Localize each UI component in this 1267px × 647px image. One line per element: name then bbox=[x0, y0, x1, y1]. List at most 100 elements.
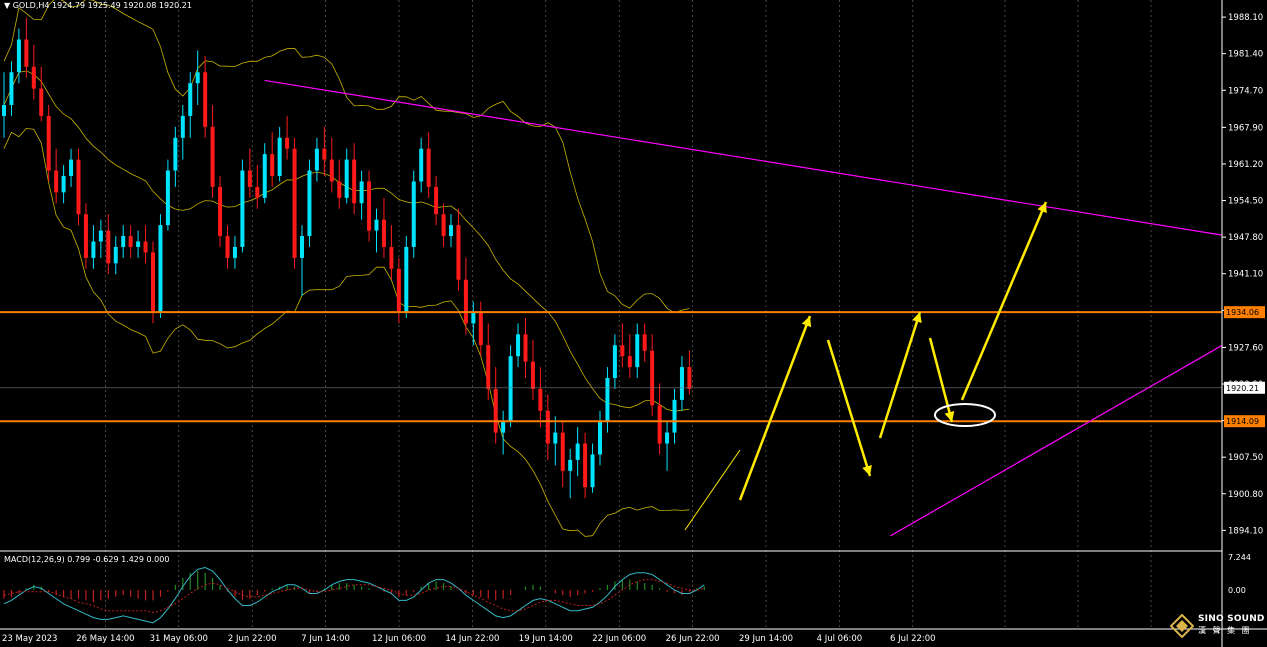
candle bbox=[195, 50, 200, 106]
candle-body bbox=[329, 159, 334, 182]
price-tick-label: 1947.80 bbox=[1228, 233, 1263, 243]
candle bbox=[337, 159, 342, 209]
candle-body bbox=[277, 137, 282, 176]
candle-body bbox=[262, 154, 267, 198]
candle-body bbox=[612, 345, 617, 379]
candle-body bbox=[657, 405, 662, 444]
candle bbox=[54, 148, 59, 204]
candle-body bbox=[374, 219, 379, 231]
candle bbox=[16, 28, 21, 84]
candle-body bbox=[381, 219, 386, 247]
candle-body bbox=[69, 159, 74, 176]
candle bbox=[426, 132, 431, 198]
candle-body bbox=[486, 345, 491, 389]
candle bbox=[545, 394, 550, 460]
candle-body bbox=[240, 170, 245, 247]
candle-body bbox=[225, 236, 230, 258]
candle bbox=[605, 367, 610, 433]
price-tick-label: 1927.60 bbox=[1228, 343, 1263, 353]
level-tag bbox=[1224, 306, 1265, 319]
macd-signal-line bbox=[3, 579, 705, 614]
current-price-label: 1920.21 bbox=[1226, 384, 1259, 393]
candle bbox=[300, 225, 304, 297]
candle bbox=[374, 208, 379, 253]
candle-body bbox=[583, 443, 588, 488]
time-label: 31 May 06:00 bbox=[150, 634, 208, 644]
candle bbox=[292, 137, 297, 269]
candle bbox=[91, 225, 96, 269]
candle bbox=[240, 159, 245, 253]
price-tick-label: 1974.70 bbox=[1228, 86, 1263, 96]
candle bbox=[501, 410, 506, 455]
time-label: 6 Jul 22:00 bbox=[890, 634, 936, 644]
macd-panel bbox=[3, 566, 705, 624]
candle bbox=[255, 165, 260, 209]
candle bbox=[180, 105, 185, 160]
candle-body bbox=[255, 186, 260, 198]
candle-body bbox=[300, 236, 304, 258]
candle-body bbox=[620, 345, 625, 357]
candle-body bbox=[247, 170, 252, 187]
candle-body bbox=[560, 432, 565, 471]
candle-body bbox=[635, 334, 640, 368]
symbol-label: GOLD,H4 bbox=[12, 1, 50, 10]
candle-body bbox=[538, 388, 543, 411]
candle-body bbox=[359, 181, 364, 204]
price-tick-label: 1907.50 bbox=[1228, 453, 1263, 463]
price-tick-label: 1941.10 bbox=[1228, 270, 1263, 280]
candle-body bbox=[523, 334, 528, 362]
candle-body bbox=[642, 334, 647, 351]
candle bbox=[247, 148, 252, 198]
candle-body bbox=[568, 459, 573, 471]
level-tag-label: 1934.06 bbox=[1226, 308, 1259, 317]
candle bbox=[627, 334, 632, 379]
candle-body bbox=[419, 148, 424, 182]
candle bbox=[329, 137, 334, 193]
candle bbox=[98, 219, 103, 258]
level-tag-label: 1914.09 bbox=[1226, 417, 1259, 426]
candle-body bbox=[508, 356, 513, 422]
candle bbox=[434, 175, 439, 226]
candle bbox=[687, 350, 692, 395]
candle bbox=[463, 257, 468, 335]
candle-body bbox=[404, 246, 409, 313]
candle-body bbox=[322, 148, 327, 160]
candle-body bbox=[426, 148, 431, 187]
candle bbox=[553, 416, 558, 466]
candle bbox=[76, 148, 81, 226]
candle-body bbox=[121, 236, 126, 247]
candle-body bbox=[501, 421, 506, 433]
candle bbox=[620, 323, 625, 368]
candle bbox=[560, 421, 565, 488]
candle-body bbox=[165, 170, 170, 226]
candle bbox=[396, 257, 401, 324]
ohlc-values: 1924.79 1925.49 1920.08 1920.21 bbox=[52, 1, 192, 10]
time-label: 26 Jun 22:00 bbox=[666, 634, 720, 644]
projection-arrows bbox=[684, 201, 1048, 531]
drawn-lines bbox=[0, 79, 1223, 537]
candle bbox=[262, 143, 267, 204]
candle-body bbox=[31, 66, 36, 89]
candle bbox=[516, 323, 521, 368]
up-arrow-2-head bbox=[912, 312, 922, 324]
time-label: 14 Jun 22:00 bbox=[445, 634, 499, 644]
candle bbox=[352, 143, 357, 215]
candle-body bbox=[434, 186, 439, 215]
candle bbox=[39, 66, 44, 122]
candle bbox=[128, 225, 133, 258]
candle bbox=[441, 203, 446, 247]
bb-lower bbox=[3, 127, 690, 537]
candle bbox=[173, 126, 178, 187]
down-arrow-2 bbox=[928, 337, 954, 423]
candle bbox=[2, 72, 6, 138]
candle bbox=[285, 115, 290, 160]
candle-body bbox=[232, 246, 237, 258]
candle-body bbox=[195, 72, 200, 84]
dropdown-triangle-icon[interactable]: ▼ bbox=[4, 1, 13, 10]
price-tick-label: 1894.10 bbox=[1228, 526, 1263, 536]
candle-body bbox=[367, 181, 372, 231]
candle-body bbox=[91, 241, 96, 258]
candle-body bbox=[9, 72, 14, 106]
candle-body bbox=[98, 230, 103, 242]
